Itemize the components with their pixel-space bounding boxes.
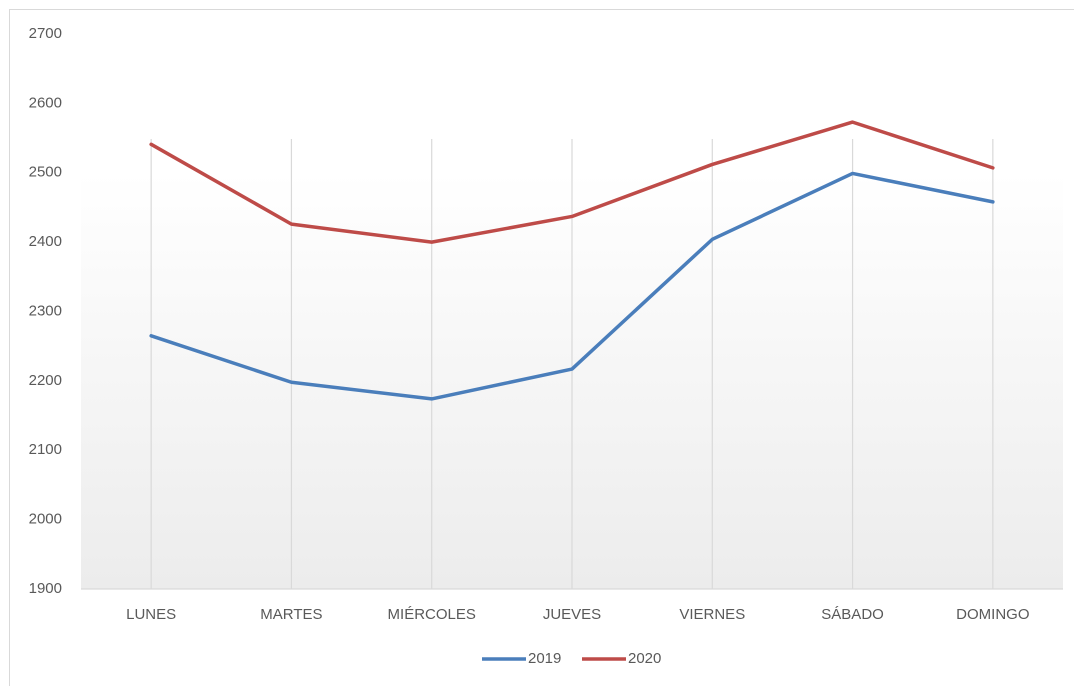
x-tick-label: JUEVES	[543, 606, 601, 623]
y-tick-label: 1900	[29, 580, 62, 597]
y-tick-label: 2400	[29, 233, 62, 250]
y-tick-label: 2300	[29, 302, 62, 319]
x-tick-label: DOMINGO	[956, 606, 1029, 623]
y-tick-label: 2100	[29, 441, 62, 458]
line-series	[149, 120, 995, 244]
x-tick-label: MARTES	[260, 606, 322, 623]
y-tick-label: 2000	[29, 511, 62, 528]
line-series	[149, 171, 995, 401]
y-tick-label: 2600	[29, 94, 62, 111]
legend-label: 2019	[528, 650, 561, 667]
x-tick-label: VIERNES	[679, 606, 745, 623]
y-tick-label: 2200	[29, 372, 62, 389]
y-tick-label: 2700	[29, 25, 62, 42]
x-tick-label: SÁBADO	[821, 606, 884, 623]
x-tick-label: LUNES	[126, 606, 176, 623]
y-tick-label: 2500	[29, 164, 62, 181]
legend-label: 2020	[628, 650, 661, 667]
x-tick-label: MIÉRCOLES	[388, 606, 476, 623]
